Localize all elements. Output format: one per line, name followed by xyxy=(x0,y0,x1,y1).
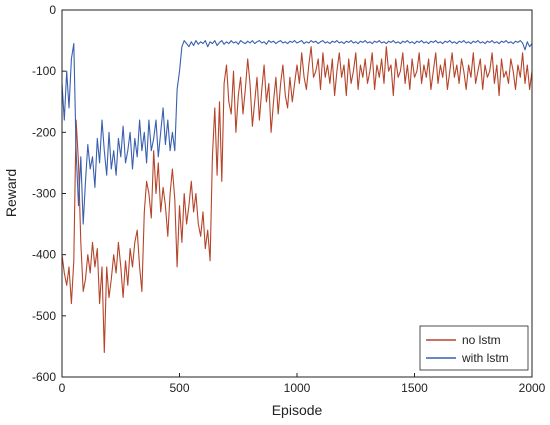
series-line-no-lstm xyxy=(61,46,533,354)
x-tick-label: 2000 xyxy=(519,381,546,395)
ticks-layer: 0 500 1000 1500 2000 0 -100 -200 -300 -400 -500 -60… xyxy=(32,3,546,395)
y-tick-label: -200 xyxy=(32,125,56,139)
y-tick-label: -500 xyxy=(32,309,56,323)
legend-label-with-lstm: with lstm xyxy=(461,351,509,365)
y-axis-label: Reward xyxy=(3,169,19,217)
x-tick-label: 1500 xyxy=(401,381,428,395)
y-tick-label: -400 xyxy=(32,248,56,262)
x-tick-label: 500 xyxy=(169,381,189,395)
series-layer xyxy=(61,40,533,354)
x-tick-label: 0 xyxy=(59,381,66,395)
y-tick-label: -600 xyxy=(32,370,56,384)
legend: no lstm with lstm xyxy=(419,325,529,371)
legend-box xyxy=(419,325,529,371)
legend-label-no-lstm: no lstm xyxy=(462,333,501,347)
x-axis-label: Episode xyxy=(272,402,323,418)
series-line-with-lstm xyxy=(61,40,533,225)
x-tick-label: 1000 xyxy=(284,381,311,395)
y-tick-label: -100 xyxy=(32,64,56,78)
y-tick-label: -300 xyxy=(32,187,56,201)
y-tick-label: 0 xyxy=(49,3,56,17)
